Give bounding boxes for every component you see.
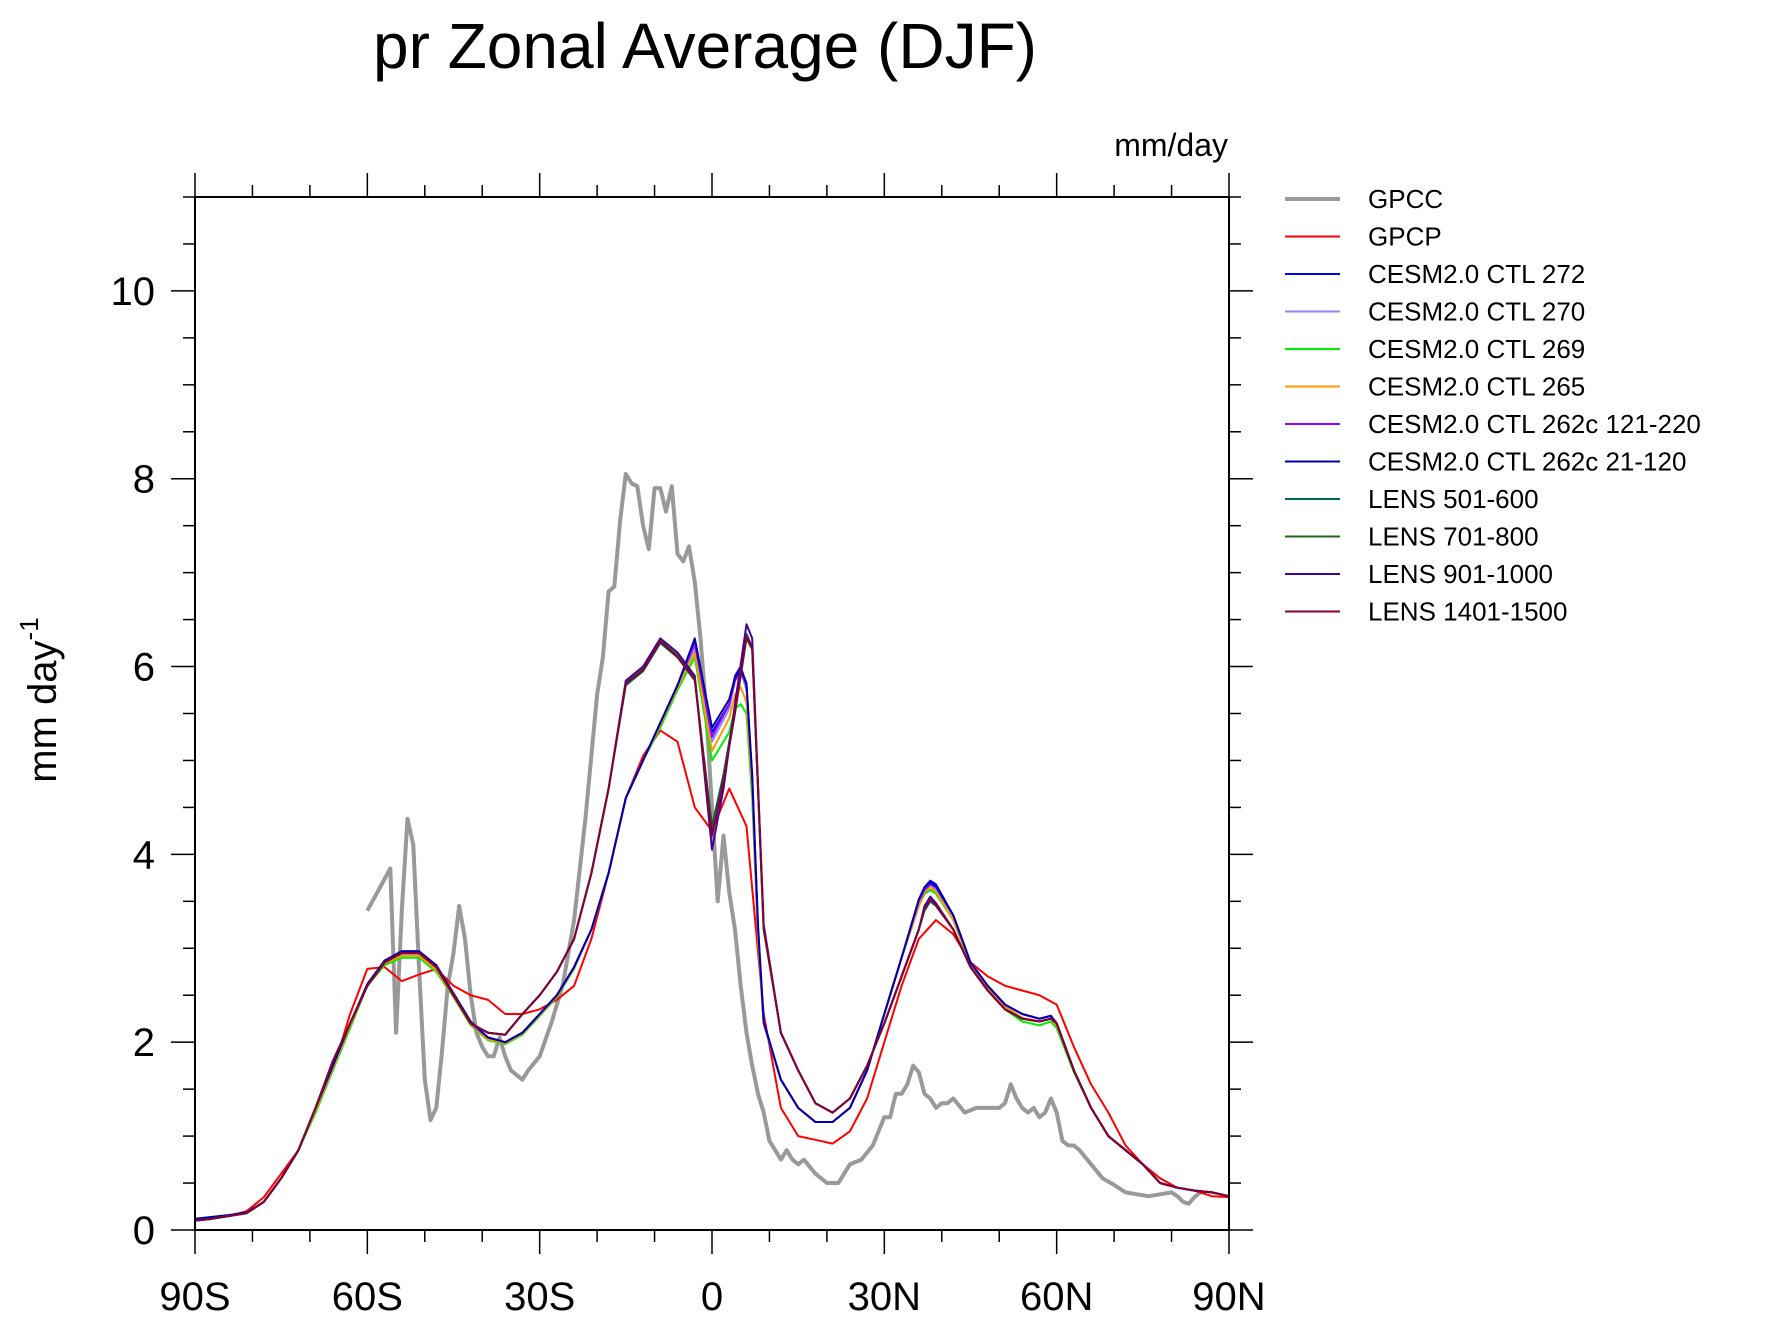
x-tick-label: 90S (159, 1275, 230, 1319)
legend-label: CESM2.0 CTL 270 (1368, 297, 1585, 327)
series-line-lens-1401-1500 (194, 635, 1230, 1222)
legend-label: LENS 501-600 (1368, 484, 1539, 514)
y-tick-label: 10 (111, 270, 156, 314)
y-tick-label: 6 (133, 646, 155, 690)
x-tick-label: 90N (1192, 1275, 1265, 1319)
series-line-lens-501-600 (194, 632, 1230, 1222)
x-tick-label: 60N (1020, 1275, 1093, 1319)
x-tick-label: 30S (504, 1275, 575, 1319)
series-line-cesm2-0-ctl-262c-21-120 (194, 637, 1230, 1220)
axis-ticks (171, 173, 1253, 1254)
y-tick-label: 8 (133, 458, 155, 502)
legend-label: GPCC (1368, 184, 1443, 214)
y-tick-label: 0 (133, 1209, 155, 1253)
legend-label: CESM2.0 CTL 272 (1368, 259, 1585, 289)
y-axis-label: mm day-1 (14, 617, 65, 782)
y-tick-label: 2 (133, 1021, 155, 1065)
series-line-lens-901-1000 (194, 623, 1230, 1222)
legend-label: LENS 1401-1500 (1368, 597, 1567, 627)
legend-label: CESM2.0 CTL 262c 121-220 (1368, 409, 1701, 439)
legend-label: GPCP (1368, 222, 1442, 252)
plot-frame (194, 196, 1230, 1231)
legend-label: CESM2.0 CTL 262c 21-120 (1368, 447, 1686, 477)
series-line-cesm2-0-ctl-269 (194, 656, 1230, 1222)
series-line-cesm2-0-ctl-272 (194, 642, 1230, 1222)
series-line-gpcc (365, 472, 1202, 1206)
legend-label: CESM2.0 CTL 269 (1368, 334, 1585, 364)
x-tick-label: 30N (848, 1275, 921, 1319)
y-axis-label-exponent: -1 (14, 617, 44, 640)
units-label: mm/day (1114, 127, 1228, 163)
y-axis-label-main: mm day (21, 640, 65, 782)
legend-label: LENS 901-1000 (1368, 559, 1553, 589)
tick-labels: 90S 60S 30S 0 30N 60N 90N 0 2 4 6 8 10 (111, 270, 1266, 1319)
chart-title: pr Zonal Average (DJF) (373, 10, 1037, 82)
legend: GPCC GPCP CESM2.0 CTL 272 CESM2.0 CTL 270 CE… (1285, 184, 1701, 627)
y-tick-label: 4 (133, 833, 155, 877)
legend-label: CESM2.0 CTL 265 (1368, 372, 1585, 402)
legend-label: LENS 701-800 (1368, 522, 1539, 552)
series-layer (194, 472, 1230, 1222)
x-tick-label: 60S (332, 1275, 403, 1319)
x-tick-label: 0 (701, 1275, 723, 1319)
